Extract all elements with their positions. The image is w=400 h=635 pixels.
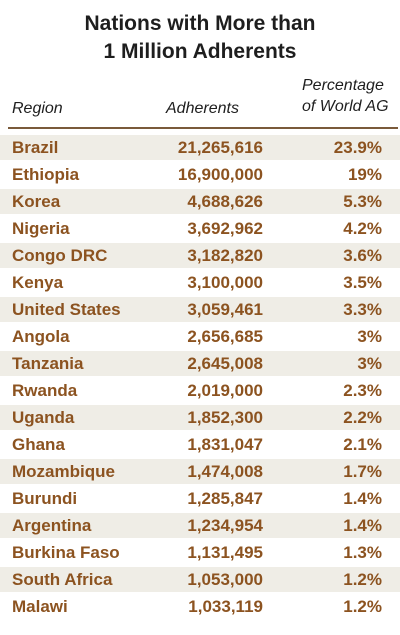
title-line-2: 1 Million Adherents [103,40,297,63]
adherents-cell: 1,852,300 [187,408,263,427]
adherents-cell: 2,656,685 [187,327,263,346]
region-cell: Burkina Faso [12,543,120,562]
region-cell: Malawi [12,597,68,616]
percentage-cell: 1.3% [343,543,382,562]
row-shading [0,459,400,484]
adherents-cell: 3,692,962 [187,219,263,238]
table-row: Brazil 21,265,616 23.9% [0,134,400,161]
row-shading [0,135,400,160]
adherents-cell: 3,059,461 [187,300,263,319]
table-row: Angola 2,656,685 3% [0,323,400,350]
percentage-cell: 1.4% [343,516,382,535]
adherents-cell: 1,285,847 [187,489,263,508]
region-cell: Burundi [12,489,78,508]
adherents-cell: 2,645,008 [187,354,263,373]
row-shading [0,297,400,322]
percentage-cell: 5.3% [343,192,382,211]
region-cell: Ghana [12,435,65,454]
percentage-cell: 3.6% [343,246,382,265]
percentage-cell: 2.1% [343,435,382,454]
row-shading [0,243,400,268]
column-header-percentage-line-2: of World AG [302,98,389,115]
adherents-cell: 16,900,000 [177,165,263,184]
table-row: Congo DRC 3,182,820 3.6% [0,242,400,269]
table-row: Argentina 1,234,954 1.4% [0,512,400,539]
adherents-cell: 21,265,616 [177,138,263,157]
row-shading [0,513,400,538]
table-row: Nigeria 3,692,962 4.2% [0,215,400,242]
region-cell: Rwanda [12,381,78,400]
region-cell: United States [12,300,121,319]
title-line-1: Nations with More than [84,12,316,35]
table-row: Burkina Faso 1,131,495 1.3% [0,539,400,566]
table-row: Malawi 1,033,119 1.2% [0,593,400,620]
adherents-cell: 1,234,954 [187,516,263,535]
region-cell: Brazil [12,138,59,157]
column-header-adherents: Adherents [166,100,239,117]
region-cell: Argentina [12,516,92,535]
adherents-cell: 2,019,000 [187,381,263,400]
region-cell: Tanzania [12,354,84,373]
adherents-cell: 3,100,000 [187,273,263,292]
adherents-cell: 1,131,495 [187,543,263,562]
adherents-cell: 1,033,119 [188,597,263,616]
row-shading [0,351,400,376]
page-title: Nations with More than 1 Million Adheren… [0,10,400,66]
percentage-cell: 2.3% [343,381,382,400]
adherents-cell: 3,182,820 [187,246,263,265]
percentage-cell: 1.2% [343,570,382,589]
table-row: Uganda 1,852,300 2.2% [0,404,400,431]
percentage-cell: 23.9% [333,138,382,157]
region-cell: Uganda [12,408,75,427]
region-cell: Nigeria [12,219,70,238]
column-header-percentage: Percentage of World AG [302,75,389,117]
adherents-cell: 1,474,008 [187,462,263,481]
region-cell: Congo DRC [12,246,108,265]
adherents-table: Brazil 21,265,616 23.9% Ethiopia 16,900,000 1… [0,134,400,620]
table-row: Korea 4,688,626 5.3% [0,188,400,215]
row-shading [0,189,400,214]
row-shading [0,567,400,592]
region-cell: Angola [12,327,70,346]
percentage-cell: 3% [357,354,382,373]
percentage-cell: 19% [347,165,382,184]
region-cell: Ethiopia [12,165,80,184]
adherents-cell: 1,831,047 [187,435,263,454]
table-row: Rwanda 2,019,000 2.3% [0,377,400,404]
region-cell: Kenya [12,273,64,292]
region-cell: Korea [12,192,61,211]
table-row: Burundi 1,285,847 1.4% [0,485,400,512]
table-row: United States 3,059,461 3.3% [0,296,400,323]
percentage-cell: 3.5% [343,273,382,292]
percentage-cell: 2.2% [343,408,382,427]
region-cell: Mozambique [12,462,115,481]
percentage-cell: 1.4% [343,489,382,508]
table-row: Tanzania 2,645,008 3% [0,350,400,377]
percentage-cell: 3.3% [343,300,382,319]
adherents-cell: 1,053,000 [187,570,263,589]
region-cell: South Africa [12,570,113,589]
table-row: Ethiopia 16,900,000 19% [0,161,400,188]
column-header-percentage-line-1: Percentage [302,77,384,94]
table-row: South Africa 1,053,000 1.2% [0,566,400,593]
percentage-cell: 4.2% [343,219,382,238]
header-divider [8,127,398,129]
adherents-cell: 4,688,626 [187,192,263,211]
percentage-cell: 3% [357,327,382,346]
column-header-region: Region [12,100,63,117]
table-row: Kenya 3,100,000 3.5% [0,269,400,296]
table-row: Mozambique 1,474,008 1.7% [0,458,400,485]
table-row: Ghana 1,831,047 2.1% [0,431,400,458]
percentage-cell: 1.2% [343,597,382,616]
percentage-cell: 1.7% [343,462,382,481]
row-shading [0,405,400,430]
